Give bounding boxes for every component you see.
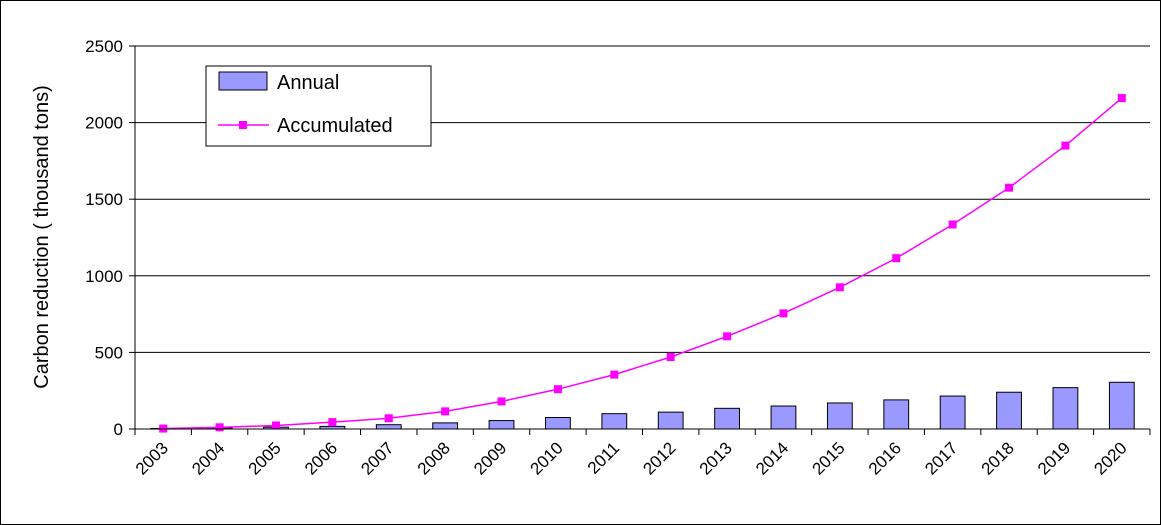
bar	[1108, 381, 1135, 430]
bar	[488, 420, 515, 430]
legend-label-accumulated: Accumulated	[277, 115, 393, 137]
x-tick-label: 2003	[132, 438, 172, 478]
line-point	[441, 407, 450, 416]
bar	[1052, 387, 1079, 430]
x-tick-label: 2005	[245, 438, 285, 478]
line-point	[215, 423, 224, 432]
y-tick-label: 0	[114, 420, 123, 439]
bar	[601, 413, 628, 430]
x-tick-label: 2019	[1034, 438, 1074, 478]
x-tick-label: 2018	[978, 438, 1018, 478]
bar	[657, 411, 684, 430]
line-point	[328, 418, 337, 427]
line-point	[610, 370, 619, 379]
line-point	[271, 421, 280, 430]
bar	[826, 402, 853, 430]
legend: Annual Accumulated	[205, 65, 432, 147]
x-tick-label: 2020	[1090, 438, 1130, 478]
axes	[129, 45, 1151, 435]
legend-label-annual: Annual	[277, 72, 339, 94]
bar	[714, 407, 740, 430]
bar	[996, 391, 1022, 430]
gridlines	[135, 45, 1150, 353]
line-point	[666, 352, 675, 361]
line-point	[1061, 141, 1070, 150]
line-point	[497, 397, 506, 406]
x-tick-label: 2009	[470, 438, 510, 478]
line-point	[1005, 183, 1014, 192]
bar	[883, 399, 910, 430]
bar	[432, 422, 459, 430]
bar	[545, 417, 571, 430]
x-tick-label: 2004	[188, 438, 228, 478]
y-tick-label: 2000	[85, 114, 123, 133]
line-point	[1117, 94, 1126, 103]
bar	[375, 424, 402, 430]
x-tick-label: 2015	[809, 438, 849, 478]
legend-swatch-annual	[218, 71, 268, 91]
line-point	[384, 414, 393, 423]
x-tick-label: 2013	[696, 438, 736, 478]
legend-marker-accumulated	[239, 121, 247, 129]
x-tick-labels: 2003 2004 2005 2006 2007 2008 2009 2010 2011 2012…	[132, 438, 1131, 478]
y-tick-labels: 0 500 1000 1500 2000 2500	[85, 37, 123, 439]
x-tick-label: 2016	[865, 438, 905, 478]
x-tick-label: 2010	[527, 438, 567, 478]
line-point	[723, 332, 732, 341]
bar	[939, 395, 966, 430]
x-tick-label: 2006	[301, 438, 341, 478]
x-tick-label: 2011	[584, 438, 623, 477]
line-path	[163, 97, 1123, 430]
line-series	[159, 94, 1126, 433]
line-point	[892, 254, 901, 263]
y-tick-label: 2500	[85, 37, 123, 56]
y-tick-label: 500	[95, 343, 123, 362]
y-axis-label: Carbon reduction ( thousand tons)	[31, 85, 53, 389]
line-point	[553, 385, 562, 394]
bar	[770, 405, 797, 430]
x-tick-label: 2012	[639, 438, 679, 478]
y-tick-label: 1000	[85, 267, 123, 286]
line-point	[779, 309, 788, 318]
bar-series	[150, 381, 1135, 430]
x-tick-label: 2017	[921, 438, 961, 478]
line-point	[835, 283, 844, 292]
x-tick-label: 2014	[752, 438, 792, 478]
x-tick-label: 2008	[414, 438, 454, 478]
x-tick-label: 2007	[357, 438, 397, 478]
line-point	[948, 220, 957, 229]
y-tick-label: 1500	[85, 190, 123, 209]
